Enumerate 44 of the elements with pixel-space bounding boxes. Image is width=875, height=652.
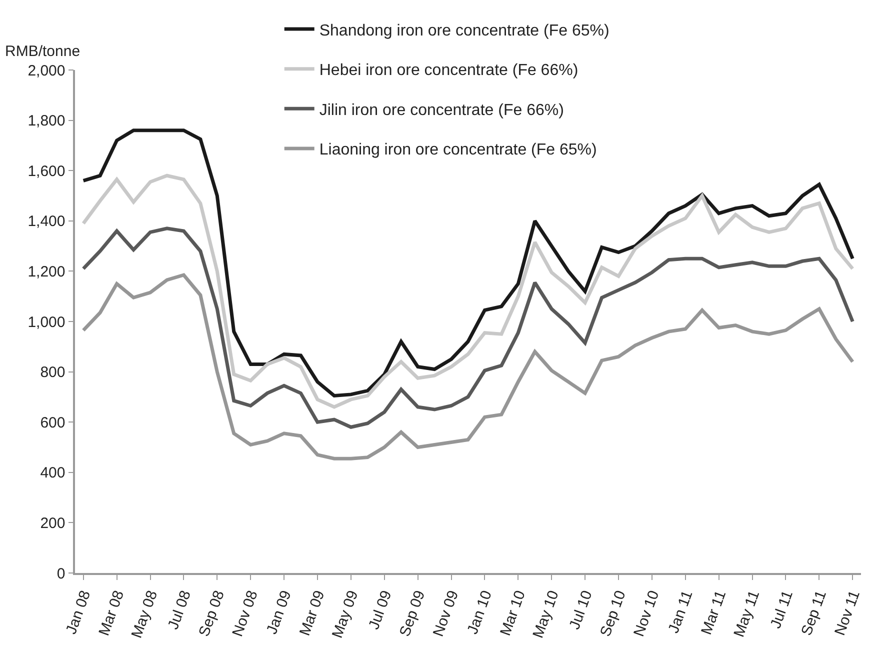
y-tick-label: 800 (40, 364, 66, 382)
line-series (82, 226, 854, 429)
x-tick-label: Jan 10 (464, 588, 496, 637)
line-series (82, 273, 854, 460)
x-tick-label: Sep 09 (396, 588, 429, 639)
x-tick-label: Nov 11 (832, 588, 864, 638)
legend-label: Shandong iron ore concentrate (Fe 65%) (319, 22, 610, 40)
x-tick-label: Sep 08 (196, 588, 228, 639)
x-tick-label: Jan 09 (263, 588, 295, 637)
x-tick-label: Jul 10 (566, 588, 596, 632)
y-tick-label: 400 (40, 464, 66, 482)
x-tick-label: May 10 (530, 588, 562, 640)
x-tick-label: Jan 08 (62, 588, 94, 637)
x-tick-label: Mar 09 (296, 588, 328, 638)
x-tick-label: May 09 (328, 588, 362, 640)
x-tick-label: Jul 08 (164, 588, 195, 632)
legend-label: Jilin iron ore concentrate (Fe 66%) (319, 102, 564, 119)
x-tick-label: Mar 08 (96, 588, 128, 638)
y-tick-label: 600 (40, 414, 66, 432)
legend-label: Liaoning iron ore concentrate (Fe 65%) (319, 142, 597, 159)
y-tick-label: 1,000 (28, 314, 66, 331)
x-tick-label: May 11 (730, 588, 764, 640)
x-tick-label: Nov 09 (430, 588, 462, 639)
x-tick-label: Nov 08 (229, 588, 262, 639)
x-tick-label: Mar 10 (497, 588, 529, 638)
legend-label: Hebei iron ore concentrate (Fe 66%) (319, 62, 578, 80)
x-tick-label: Jul 09 (366, 588, 396, 632)
x-tick-label: Mar 11 (698, 588, 730, 638)
y-tick-label: 200 (40, 514, 66, 532)
x-tick-label: Jul 11 (767, 588, 797, 631)
x-tick-label: Sep 11 (798, 588, 830, 638)
y-axis-title: RMB/tonne (5, 43, 80, 60)
y-tick-label: 1,400 (28, 213, 66, 230)
y-tick-label: 0 (56, 565, 66, 582)
y-tick-label: 1,200 (28, 263, 66, 280)
y-tick-label: 2,000 (28, 62, 66, 80)
x-tick-label: Sep 10 (597, 588, 630, 639)
line-series (82, 174, 854, 409)
x-tick-label: Jan 11 (665, 588, 696, 636)
line-series (82, 128, 854, 398)
x-tick-label: Nov 10 (630, 588, 663, 639)
y-tick-label: 1,800 (28, 112, 66, 130)
x-tick-label: May 08 (128, 588, 162, 640)
y-tick-label: 1,600 (28, 162, 66, 180)
